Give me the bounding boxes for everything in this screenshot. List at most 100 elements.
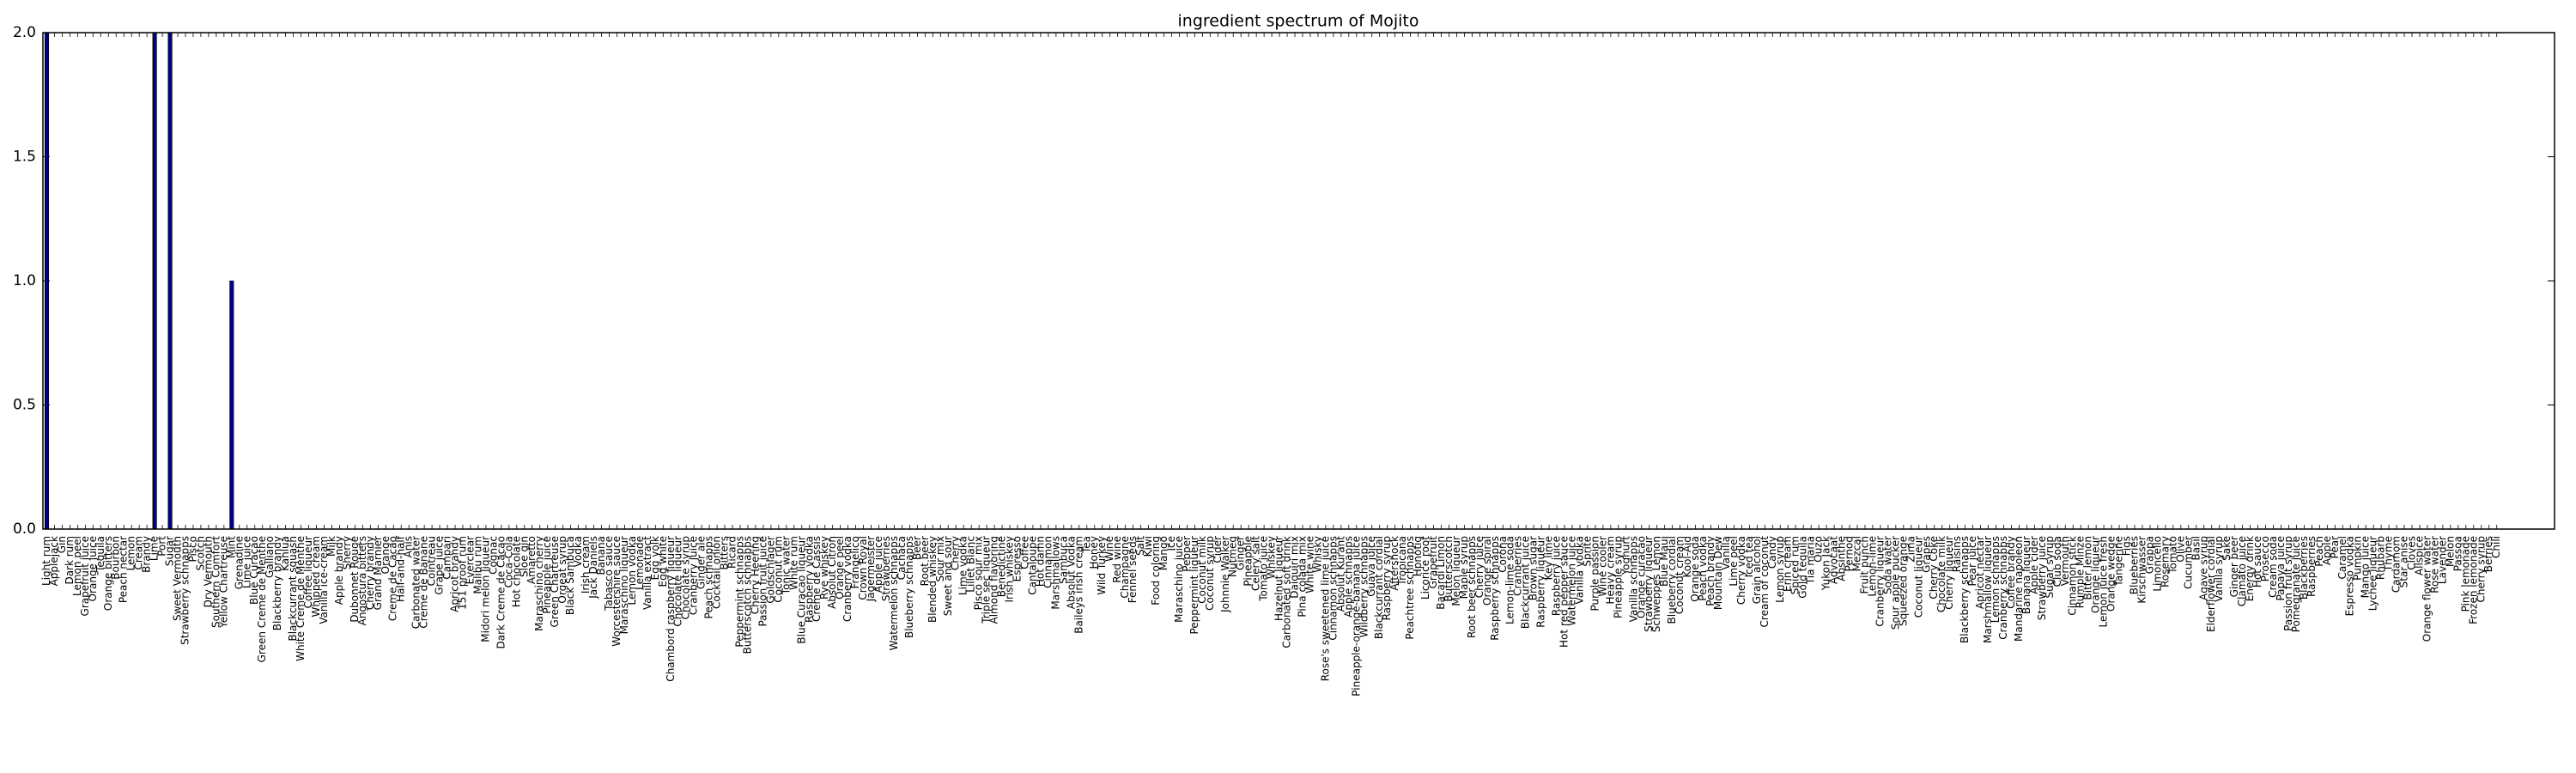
y-tick-label: 2.0 xyxy=(13,24,36,41)
x-tick-label: Brandy xyxy=(141,536,153,573)
x-tick-label: Passion fruit syrup xyxy=(2282,536,2294,631)
x-tick-label: Celery salt xyxy=(1250,536,1262,591)
x-tick-label: Food coloring xyxy=(1150,536,1162,606)
y-tick-label: 1.5 xyxy=(13,149,36,166)
x-tick-label: Rose water xyxy=(2428,536,2440,593)
x-tick-label: Pisco xyxy=(186,536,198,563)
x-tick-label: Cream soda xyxy=(2267,536,2279,598)
x-tick-label: Cloves xyxy=(2406,536,2418,570)
x-tick-label: Apple juice xyxy=(872,536,884,593)
x-tick-label: Grain alcohol xyxy=(1751,536,1763,604)
x-tick-label: Absolut Vodka xyxy=(1065,536,1077,609)
x-tick-label: Peachtree schnapps xyxy=(1404,536,1416,640)
x-tick-label: Advocaat xyxy=(1828,536,1840,584)
x-tick-label: Creme de Banane xyxy=(418,536,430,629)
x-tick-label: Angostura bitters xyxy=(356,536,368,625)
x-tick-label: Lemon-lime soda xyxy=(1504,536,1516,624)
x-tick-label: Watermelon juice xyxy=(1566,536,1578,626)
x-tick-label: Orange spiral xyxy=(1481,536,1493,606)
x-tick-label: Apple cider xyxy=(2028,536,2040,594)
x-tick-label: Applejack xyxy=(48,536,60,586)
x-tick-label: Vodka xyxy=(572,536,584,567)
x-tick-label: Anis xyxy=(403,536,415,557)
x-tick-label: Cointreau xyxy=(426,536,438,586)
x-tick-label: Everclear xyxy=(464,536,476,584)
y-tick-label: 1.0 xyxy=(13,272,36,289)
x-tick-label: Lemon juice fresh xyxy=(2098,536,2110,628)
x-tick-label: Ginger ale xyxy=(696,536,708,589)
x-tick-label: Bitter lemon xyxy=(2082,536,2094,600)
x-tick-label: Cherry syrup xyxy=(2475,536,2487,602)
x-tick-label: Creme de Cacao xyxy=(387,536,399,621)
x-tick-label: Cachaca xyxy=(896,536,908,580)
x-tick-label: Maple syrup xyxy=(1458,536,1470,599)
x-tick-label: Spiced rum xyxy=(1789,536,1801,594)
x-tick-label: Fruit punch xyxy=(1858,536,1870,593)
x-tick-label: Lemon peel xyxy=(71,536,83,596)
x-tick-label: Raspberry juice xyxy=(1551,536,1563,616)
x-tick-label: Blackcurrant squash xyxy=(287,536,299,642)
x-tick-label: Squeezed orange xyxy=(1897,536,1909,626)
x-tick-label: Grapefruit xyxy=(1427,536,1439,589)
x-tick-label: Cherry brandy xyxy=(364,536,376,610)
x-tick-label: Salt xyxy=(1134,536,1146,556)
x-tick-label: Allspice xyxy=(2413,536,2425,575)
x-tick-label: Pear xyxy=(2329,536,2341,559)
x-tick-label: Candy xyxy=(1766,536,1778,569)
x-tick-label: Sake xyxy=(2221,536,2233,561)
x-tick-label: Tequila xyxy=(94,536,106,573)
x-tick-label: Jack Daniels xyxy=(587,536,599,600)
x-tick-label: Wild Turkey xyxy=(1096,536,1108,595)
x-tick-label: Pineapple-orange-banana juice xyxy=(1350,536,1362,697)
x-tick-label: Orange xyxy=(380,536,392,574)
x-tick-label: Marshmallows xyxy=(1049,536,1061,610)
x-tick-label: Watermelon schnapps xyxy=(888,536,900,650)
x-tick-label: Lime xyxy=(149,536,161,561)
x-tick-label: Kahlua xyxy=(279,536,291,571)
x-tick-label: Cream xyxy=(133,536,145,569)
chart-title: ingredient spectrum of Mojito xyxy=(1178,12,1419,31)
x-tick-label: Raspberry syrup xyxy=(1381,536,1393,620)
x-tick-label: Pernod xyxy=(1844,536,1856,571)
x-tick-label: Key lime xyxy=(1543,536,1555,580)
x-tick-label: Apple brandy xyxy=(333,536,345,605)
x-tick-label: Absinthe xyxy=(1836,536,1848,581)
x-tick-label: Orgeat syrup xyxy=(556,536,568,604)
x-tick-label: Green Creme de Menthe xyxy=(256,536,268,662)
x-tick-label: White rum xyxy=(787,536,799,590)
x-tick-label: Vanilla vodka xyxy=(1573,536,1585,605)
x-tick-label: Maraschino cherry xyxy=(533,536,545,631)
x-tick-label: Apple xyxy=(2321,536,2333,565)
x-tick-label: Strawberry juice xyxy=(2036,536,2048,620)
x-tick-label: Coconut rum xyxy=(772,536,784,603)
x-tick-label: Berries xyxy=(2482,536,2494,572)
x-tick-label: Mango juice xyxy=(2360,536,2372,598)
x-tick-label: Cucumber xyxy=(2182,536,2194,589)
x-tick-label: Ricard xyxy=(726,536,738,569)
x-tick-label: Sour mix xyxy=(934,536,946,581)
x-tick-label: Lime juice xyxy=(240,536,252,588)
x-tick-label: Schweppes Lemon xyxy=(1650,536,1662,632)
x-tick-label: Kirschwasser xyxy=(2136,536,2148,604)
x-tick-label: Gin xyxy=(56,536,68,553)
x-tick-label: Butterscotch schnapps xyxy=(741,536,753,654)
x-tick-label: Root beer xyxy=(919,536,931,586)
x-tick-label: Peppermint schnapps xyxy=(734,536,746,648)
bar xyxy=(167,32,173,530)
x-tick-label: Pear juice xyxy=(1966,536,1978,587)
x-tick-label: Frozen lemonade xyxy=(2467,536,2479,624)
x-tick-label: Strawberries xyxy=(880,536,892,601)
x-tick-label: Raspberries xyxy=(2306,536,2318,597)
x-tick-label: Cranberry juice xyxy=(688,536,700,615)
x-tick-label: Southern Comfort xyxy=(210,536,222,628)
x-tick-label: Agave syrup xyxy=(2197,536,2209,600)
x-tick-label: Pumpkin xyxy=(2352,536,2364,581)
x-tick-label: Nutmeg xyxy=(1227,536,1239,577)
x-tick-label: Beer xyxy=(911,536,923,560)
x-tick-label: Hot red pepper sauce xyxy=(1558,536,1571,648)
x-tick-label: Iced tea xyxy=(1743,536,1755,577)
x-tick-label: Worcestershire sauce xyxy=(611,536,623,647)
x-tick-label: Yukon Jack xyxy=(1820,536,1832,591)
x-tick-label: Tomato juice xyxy=(1258,536,1270,602)
x-tick-label: Cranberry liqueur xyxy=(1874,536,1886,627)
